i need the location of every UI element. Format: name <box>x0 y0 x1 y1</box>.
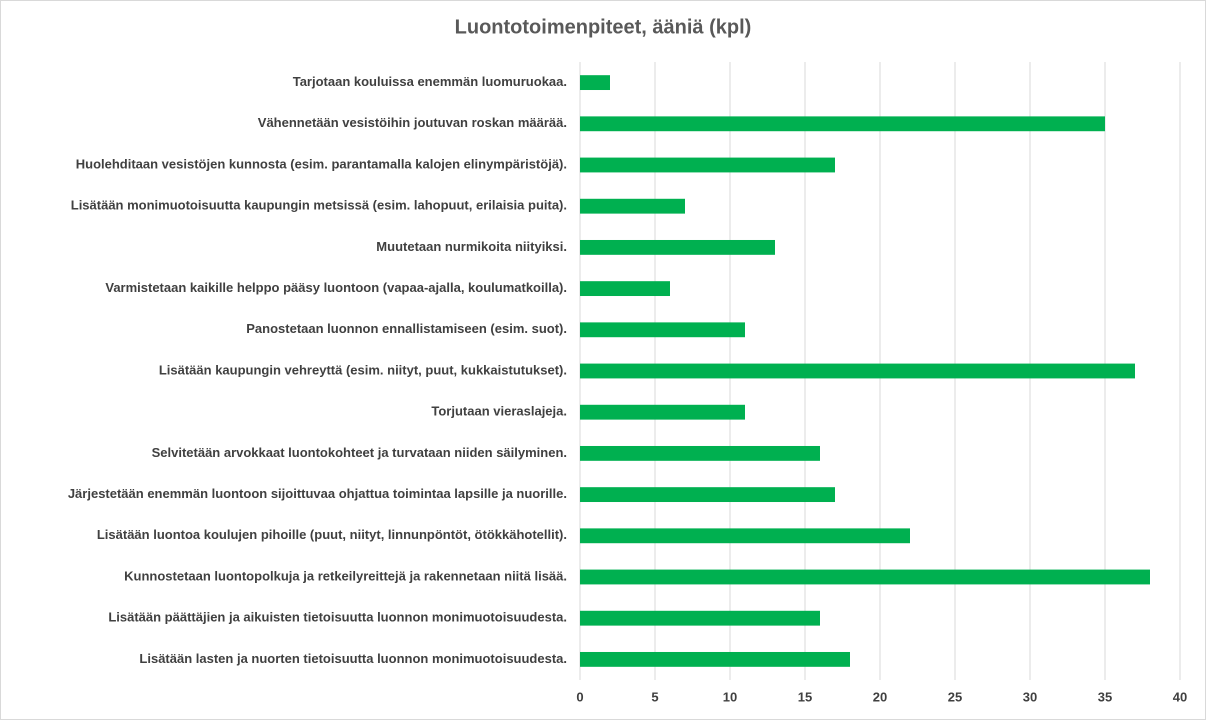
bar <box>580 404 745 420</box>
bar <box>580 610 820 626</box>
bar <box>580 116 1105 132</box>
y-tick-label: Panostetaan luonnon ennallistamiseen (es… <box>246 321 567 336</box>
bar <box>580 569 1150 585</box>
y-tick-label: Varmistetaan kaikille helppo pääsy luont… <box>105 280 567 295</box>
x-tick-label: 5 <box>651 689 658 704</box>
y-tick-label: Kunnostetaan luontopolkuja ja retkeilyre… <box>124 568 567 583</box>
x-tick-label: 15 <box>798 689 812 704</box>
y-tick-label: Lisätään lasten ja nuorten tietoisuutta … <box>139 651 567 666</box>
y-tick-label: Järjestetään enemmän luontoon sijoittuva… <box>68 486 567 501</box>
bar <box>580 445 820 461</box>
x-tick-label: 35 <box>1098 689 1112 704</box>
bar <box>580 651 850 667</box>
bar <box>580 239 775 255</box>
x-tick-label: 0 <box>576 689 583 704</box>
bar <box>580 198 685 214</box>
x-tick-label: 30 <box>1023 689 1037 704</box>
y-tick-label: Lisätään kaupungin vehreyttä (esim. niit… <box>159 362 567 377</box>
y-tick-label: Lisätään luontoa koulujen pihoille (puut… <box>97 527 567 542</box>
y-tick-label: Huolehditaan vesistöjen kunnosta (esim. … <box>76 156 567 171</box>
y-tick-label: Torjutaan vieraslajeja. <box>431 404 567 419</box>
bar <box>580 75 610 91</box>
bar <box>580 487 835 503</box>
bar <box>580 528 910 544</box>
chart-title: Luontotoimenpiteet, ääniä (kpl) <box>455 16 752 38</box>
y-tick-label: Lisätään monimuotoisuutta kaupungin mets… <box>71 198 567 213</box>
y-tick-label: Vähennetään vesistöihin joutuvan roskan … <box>258 115 567 130</box>
bar <box>580 281 670 297</box>
y-tick-label: Selvitetään arvokkaat luontokohteet ja t… <box>152 445 567 460</box>
bar <box>580 157 835 173</box>
x-tick-label: 20 <box>873 689 887 704</box>
y-tick-label: Tarjotaan kouluissa enemmän luomuruokaa. <box>293 74 567 89</box>
x-tick-label: 10 <box>723 689 737 704</box>
y-tick-label: Muutetaan nurmikoita niityiksi. <box>376 239 567 254</box>
y-tick-label: Lisätään päättäjien ja aikuisten tietois… <box>108 610 567 625</box>
bar <box>580 322 745 338</box>
x-tick-label: 25 <box>948 689 962 704</box>
bar <box>580 363 1135 379</box>
x-tick-label: 40 <box>1173 689 1187 704</box>
